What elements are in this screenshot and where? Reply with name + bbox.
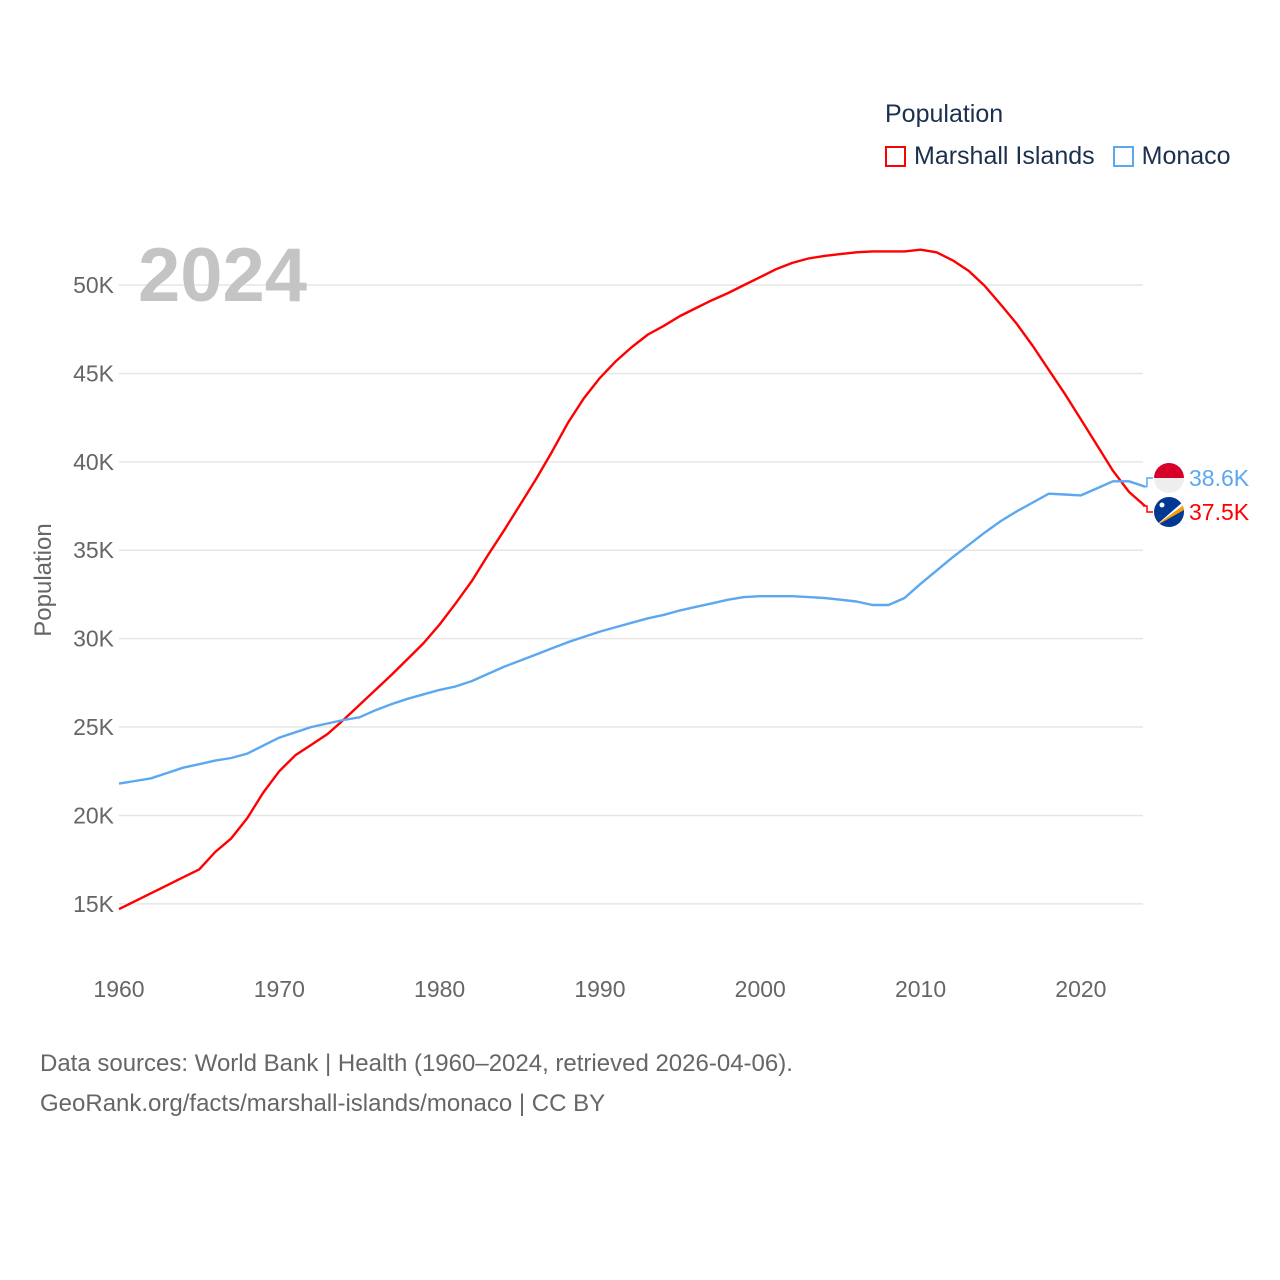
y-tick-label: 40K (73, 449, 115, 475)
y-tick-label: 30K (73, 626, 115, 652)
attribution-link[interactable]: GeoRank.org/facts/marshall-islands/monac… (40, 1090, 606, 1117)
legend-item-monaco[interactable]: Monaco (1112, 142, 1231, 171)
grid-lines (119, 284, 1143, 905)
x-tick-label: 1990 (574, 976, 625, 1002)
marshall-islands-flag-icon (1154, 497, 1184, 527)
y-tick-label: 50K (73, 272, 115, 298)
y-tick-label: 25K (73, 714, 115, 740)
data-source-text: Data sources: World Bank | Health (1960–… (40, 1050, 793, 1077)
end-labels: 37.5K 38.6K (1143, 465, 1250, 525)
footer: Data sources: World Bank | Health (1960–… (40, 1044, 793, 1124)
end-label-connector (1143, 505, 1153, 513)
end-value-label: 37.5K (1189, 499, 1250, 525)
y-tick-label: 20K (73, 802, 115, 828)
series-lines (118, 248, 1146, 911)
x-tick-label: 2020 (1055, 976, 1106, 1002)
legend-title: Population (885, 100, 1004, 128)
x-tick-label: 1980 (414, 976, 465, 1002)
x-tick-label: 1970 (254, 976, 305, 1002)
end-label-connector (1143, 477, 1153, 488)
x-tick-label: 1960 (93, 976, 144, 1002)
legend: Marshall Islands Monaco (885, 142, 1249, 171)
legend-swatch (885, 146, 906, 167)
monaco-flag-icon (1154, 463, 1184, 493)
legend-swatch (1112, 146, 1134, 167)
legend-label: Monaco (1141, 142, 1231, 170)
y-tick-label: 15K (73, 891, 115, 917)
legend-item-marshall-islands[interactable]: Marshall Islands (885, 142, 1095, 171)
series-line-monaco (118, 480, 1146, 785)
series-line-marshall-islands (118, 248, 1146, 911)
x-axis-ticks: 1960 1970 1980 1990 2000 2010 2020 (93, 976, 1106, 1002)
y-tick-label: 35K (73, 537, 115, 563)
y-tick-label: 45K (73, 360, 115, 386)
end-value-label: 38.6K (1189, 465, 1250, 491)
x-tick-label: 2010 (895, 976, 946, 1002)
x-tick-label: 2000 (735, 976, 786, 1002)
legend-label: Marshall Islands (914, 142, 1095, 170)
year-watermark: 2024 (138, 233, 307, 318)
y-axis-label: Population (30, 523, 57, 636)
y-axis-ticks: 15K 20K 25K 30K 35K 40K 45K 50K (73, 272, 115, 917)
